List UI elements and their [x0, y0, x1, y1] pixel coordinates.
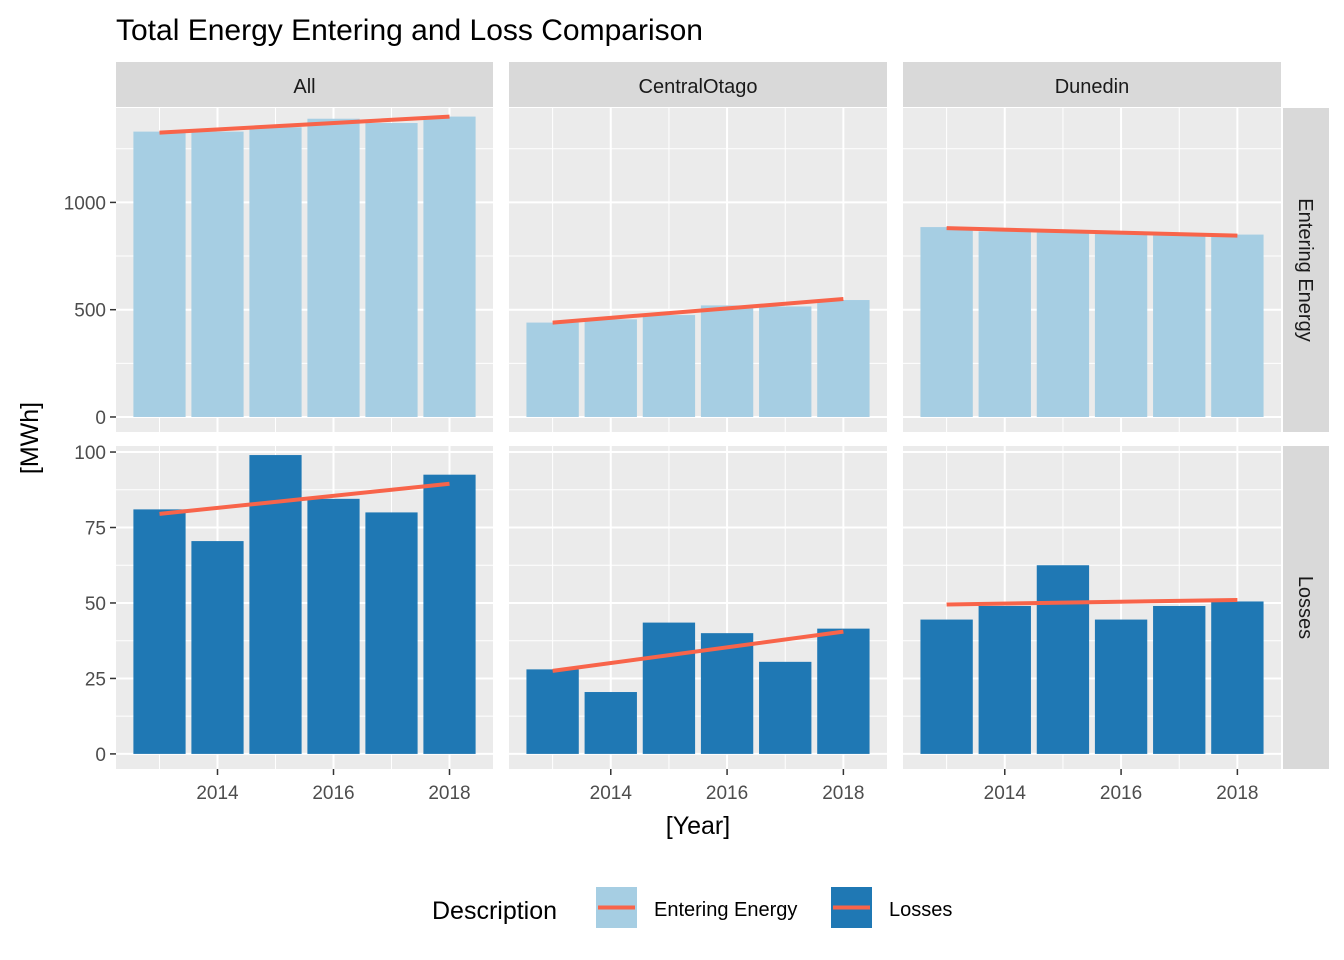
panel-dunedin-entering-energy	[903, 108, 1281, 432]
bar-centralotago-entering-energy-2018	[817, 300, 870, 417]
y-tick-label: 75	[85, 519, 106, 540]
trend-line-centralotago-losses	[552, 629, 844, 673]
bar-all-entering-energy-2014	[191, 131, 244, 417]
bar-all-entering-energy-2017	[365, 123, 418, 417]
y-tick-label: 1000	[64, 193, 106, 214]
bar-dunedin-losses-2016	[1094, 619, 1148, 754]
strip-losses	[1283, 446, 1329, 769]
y-tick-label: 25	[85, 669, 106, 690]
strip-label-entering-energy: Entering Energy	[1294, 198, 1316, 341]
bar-all-entering-energy-2018	[423, 116, 476, 417]
bar-dunedin-entering-energy-2016	[1094, 232, 1148, 417]
trend-line-all-losses	[159, 481, 450, 516]
trend-line-all-entering-energy	[159, 114, 450, 135]
bar-centralotago-entering-energy-2015	[642, 315, 696, 417]
bar-centralotago-losses-2018	[817, 628, 870, 754]
bar-all-entering-energy-2016	[307, 118, 360, 417]
bar-centralotago-entering-energy-2016	[700, 305, 754, 417]
panels-group: All CentralOtago Dunedin Entering Energy Los…	[64, 62, 1329, 804]
x-axis-title: [Year]	[666, 812, 730, 840]
bar-dunedin-entering-energy-2013	[920, 227, 973, 417]
legend-label-losses: Losses	[889, 899, 952, 921]
y-axis-title: [MWh]	[16, 402, 44, 474]
legend-title: Description	[432, 897, 557, 925]
x-tick-label: 2018	[428, 783, 470, 804]
trend-line-dunedin-entering-energy	[946, 226, 1238, 238]
x-tick-label: 2014	[984, 783, 1027, 804]
bar-centralotago-losses-2015	[642, 622, 696, 754]
bar-centralotago-losses-2013	[526, 669, 579, 754]
strip-all	[116, 62, 493, 107]
chart-title: Total Energy Entering and Loss Compariso…	[116, 14, 703, 47]
bar-centralotago-losses-2017	[759, 661, 812, 754]
x-tick-label: 2016	[312, 783, 354, 804]
bar-dunedin-entering-energy-2014	[978, 231, 1031, 417]
bar-all-losses-2016	[307, 498, 360, 754]
x-tick-label: 2016	[1100, 783, 1142, 804]
legend-label-entering-energy: Entering Energy	[654, 899, 797, 921]
bar-centralotago-entering-energy-2017	[759, 306, 812, 417]
bar-all-losses-2017	[365, 512, 418, 754]
bar-dunedin-losses-2013	[920, 619, 973, 754]
panel-all-entering-energy: 0 500 1000	[64, 108, 493, 432]
x-tick-label: 2014	[590, 783, 633, 804]
bar-dunedin-losses-2015	[1036, 565, 1090, 754]
strip-label-all: All	[293, 76, 315, 98]
x-tick-label: 2018	[1216, 783, 1258, 804]
bar-dunedin-losses-2018	[1211, 601, 1264, 754]
y-tick-label: 0	[95, 408, 106, 429]
bar-centralotago-entering-energy-2013	[526, 322, 579, 417]
legend: Description Entering Energy Losses	[432, 887, 952, 928]
trend-line-centralotago-entering-energy	[552, 296, 844, 325]
y-tick-label: 0	[95, 745, 106, 766]
panel-dunedin-losses: 2014 2016 2018	[903, 446, 1281, 804]
x-tick-label: 2018	[822, 783, 864, 804]
panel-centralotago-losses: 2014 2016 2018	[509, 446, 887, 804]
y-tick-label: 500	[74, 301, 106, 322]
bar-all-losses-2014	[191, 541, 244, 754]
strip-label-losses: Losses	[1294, 576, 1316, 639]
strip-entering-energy	[1283, 108, 1329, 432]
strip-dunedin	[903, 62, 1281, 107]
bar-dunedin-entering-energy-2017	[1153, 233, 1206, 417]
bar-all-entering-energy-2013	[133, 131, 186, 417]
bar-centralotago-losses-2014	[584, 692, 637, 754]
bar-dunedin-entering-energy-2018	[1211, 234, 1264, 417]
panel-all-losses: 0 25 50 75 100 2014 2016 2018	[74, 443, 493, 804]
bar-all-losses-2018	[423, 474, 476, 754]
y-tick-label: 50	[85, 594, 106, 615]
y-tick-label: 100	[74, 443, 106, 464]
strip-label-centralotago: CentralOtago	[639, 76, 758, 98]
x-tick-label: 2014	[196, 783, 239, 804]
x-tick-label: 2016	[706, 783, 748, 804]
bar-centralotago-entering-energy-2014	[584, 319, 637, 417]
bar-dunedin-entering-energy-2015	[1036, 232, 1090, 417]
panel-centralotago-entering-energy	[509, 108, 887, 432]
bar-all-losses-2013	[133, 509, 186, 754]
strip-label-dunedin: Dunedin	[1055, 76, 1130, 98]
bar-all-entering-energy-2015	[249, 127, 302, 417]
strip-centralotago	[509, 62, 887, 107]
bar-centralotago-losses-2016	[700, 633, 754, 754]
bar-dunedin-losses-2014	[978, 605, 1031, 754]
bar-dunedin-losses-2017	[1153, 605, 1206, 754]
trend-line-dunedin-losses	[946, 597, 1238, 607]
